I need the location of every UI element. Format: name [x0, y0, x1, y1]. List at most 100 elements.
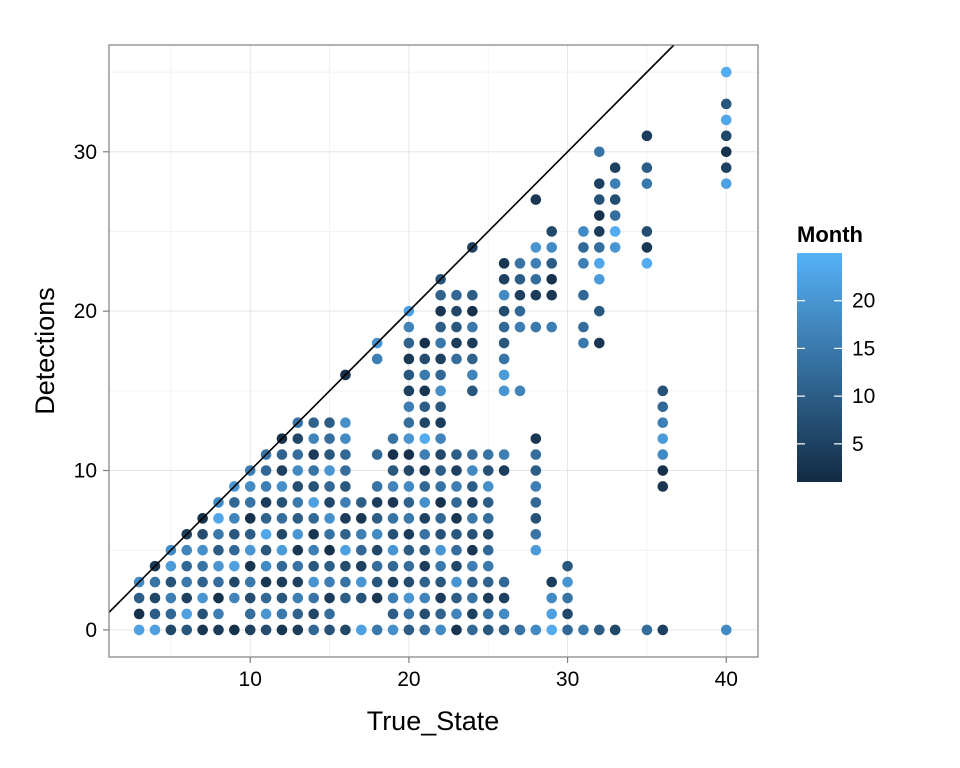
data-point	[165, 608, 177, 620]
data-point	[197, 576, 208, 588]
data-point	[594, 258, 605, 269]
data-point	[276, 528, 288, 540]
data-point	[181, 624, 193, 636]
data-point	[451, 576, 462, 588]
data-point	[324, 560, 335, 572]
data-point	[641, 130, 653, 142]
data-point	[609, 194, 621, 205]
data-point	[292, 449, 304, 460]
data-point	[641, 178, 653, 189]
data-point	[435, 321, 446, 333]
data-point	[641, 162, 653, 174]
data-point	[594, 210, 605, 221]
data-point	[308, 417, 319, 429]
data-point	[467, 305, 478, 317]
data-point	[403, 353, 415, 365]
data-point	[451, 592, 462, 604]
data-point	[229, 560, 240, 572]
data-point	[435, 289, 446, 301]
data-point	[419, 576, 431, 588]
data-point	[292, 592, 304, 604]
data-point	[260, 592, 272, 604]
data-point	[324, 592, 335, 604]
data-point	[165, 576, 177, 588]
colorbar-tick-label: 5	[852, 433, 864, 456]
x-tick-label: 10	[239, 668, 262, 691]
data-point	[467, 624, 478, 636]
data-point	[467, 465, 478, 476]
data-point	[419, 481, 431, 492]
data-point	[594, 305, 605, 317]
data-point	[451, 321, 462, 333]
data-point	[149, 576, 161, 588]
data-point	[260, 544, 272, 556]
data-point	[387, 497, 399, 508]
data-point	[229, 576, 240, 588]
data-point	[578, 624, 589, 636]
data-point	[546, 258, 558, 269]
data-point	[451, 624, 462, 636]
data-point	[403, 385, 415, 397]
data-point	[292, 513, 304, 524]
data-point	[530, 242, 542, 253]
data-point	[387, 608, 399, 620]
data-point	[371, 624, 383, 636]
colorbar-tick-label: 10	[852, 385, 875, 408]
data-point	[451, 513, 462, 524]
data-point	[546, 289, 558, 301]
x-tick-label: 30	[556, 668, 579, 691]
data-point	[403, 401, 415, 413]
data-point	[720, 114, 732, 126]
data-point	[609, 162, 621, 174]
colorbar-tick-label: 15	[852, 337, 875, 360]
data-point	[403, 433, 415, 444]
data-point	[530, 321, 542, 333]
data-point	[340, 513, 351, 524]
data-point	[546, 273, 558, 285]
data-point	[435, 385, 446, 397]
data-point	[641, 624, 653, 636]
data-point	[181, 608, 193, 620]
data-point	[451, 289, 462, 301]
data-point	[403, 544, 415, 556]
data-point	[403, 624, 415, 636]
data-point	[609, 242, 621, 253]
x-tick-label: 40	[715, 668, 738, 691]
data-point	[276, 560, 288, 572]
data-point	[260, 481, 272, 492]
data-point	[356, 592, 367, 604]
data-point	[451, 465, 462, 476]
data-point	[308, 576, 319, 588]
data-point	[419, 497, 431, 508]
data-point	[435, 369, 446, 381]
data-point	[403, 592, 415, 604]
data-point	[419, 369, 431, 381]
data-point	[197, 528, 208, 540]
data-point	[419, 433, 431, 444]
data-point	[720, 98, 732, 110]
data-point	[498, 305, 510, 317]
data-point	[498, 385, 510, 397]
data-point	[371, 528, 383, 540]
data-point	[403, 576, 415, 588]
data-point	[467, 608, 478, 620]
data-point	[467, 528, 478, 540]
data-point	[435, 528, 446, 540]
data-point	[244, 528, 256, 540]
data-point	[292, 576, 304, 588]
data-point	[514, 305, 526, 317]
data-point	[371, 560, 383, 572]
data-point	[435, 417, 446, 429]
data-point	[213, 560, 224, 572]
data-point	[530, 289, 542, 301]
x-axis: 10 20 30 40	[239, 657, 738, 691]
data-point	[514, 321, 526, 333]
data-point	[467, 576, 478, 588]
data-point	[260, 497, 272, 508]
data-point	[403, 497, 415, 508]
data-point	[387, 592, 399, 604]
data-point	[530, 433, 542, 444]
data-point	[498, 592, 510, 604]
data-point	[720, 162, 732, 174]
data-point	[562, 592, 573, 604]
